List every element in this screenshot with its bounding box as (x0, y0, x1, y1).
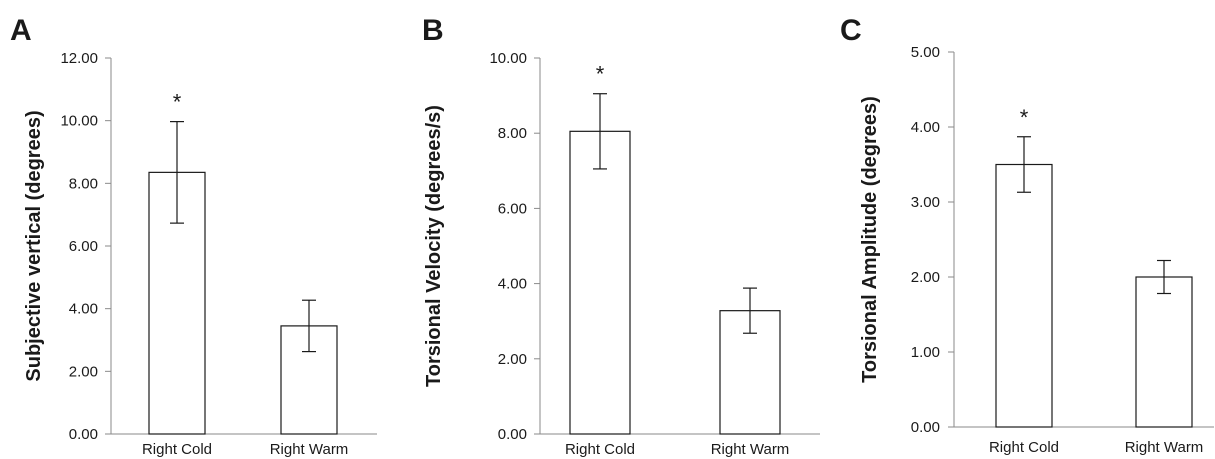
panel-c-y-tick-label: 3.00 (911, 194, 940, 211)
panel-a-y-tick-label: 12.00 (60, 50, 98, 67)
panel-b-y-tick-label: 10.00 (489, 50, 527, 67)
panel-b-bar-right-cold (569, 130, 631, 435)
panel-b-category-label-right-cold: Right Cold (565, 441, 635, 458)
panel-a-y-tick-label: 0.00 (69, 426, 98, 443)
panel-b-significance-marker: * (596, 62, 605, 87)
panel-c-y-tick-label: 4.00 (911, 119, 940, 136)
panel-b-y-axis-label: Torsional Velocity (degrees/s) (423, 105, 445, 387)
panel-c-y-tick-label: 1.00 (911, 344, 940, 361)
panel-c-category-label-right-cold: Right Cold (989, 439, 1059, 456)
panel-c-y-tick-label: 2.00 (911, 269, 940, 286)
panel-a-category-label-right-warm: Right Warm (270, 441, 349, 458)
panel-a-y-tick-label: 4.00 (69, 301, 98, 318)
panel-a-y-tick-label: 6.00 (69, 238, 98, 255)
panel-b-y-tick-label: 6.00 (498, 200, 527, 217)
panel-b-letter: B (422, 14, 444, 47)
panel-b-category-label-right-warm: Right Warm (711, 441, 790, 458)
panel-a-significance-marker: * (173, 90, 182, 115)
panel-a-y-axis-label: Subjective vertical (degrees) (23, 110, 45, 381)
panel-c-category-label-right-warm: Right Warm (1125, 439, 1204, 456)
panel-b-y-tick-label: 4.00 (498, 276, 527, 293)
panel-b-y-tick-label: 2.00 (498, 351, 527, 368)
panel-b-y-tick-label: 0.00 (498, 426, 527, 443)
panel-c-y-axis-label: Torsional Amplitude (degrees) (859, 96, 881, 383)
panel-a-y-tick-label: 2.00 (69, 363, 98, 380)
panel-c-bar-right-warm (1135, 276, 1193, 428)
panel-b-y-tick-label: 8.00 (498, 125, 527, 142)
panel-c-bar-right-cold (995, 163, 1053, 428)
panel-b-bar-right-warm (719, 310, 781, 435)
panel-a-letter: A (10, 14, 32, 47)
panel-a-category-label-right-cold: Right Cold (142, 441, 212, 458)
panel-c-y-tick-label: 0.00 (911, 419, 940, 436)
panel-c-significance-marker: * (1020, 105, 1029, 130)
panel-a-y-tick-label: 10.00 (60, 113, 98, 130)
panel-a-y-tick-label: 8.00 (69, 175, 98, 192)
panel-c-letter: C (840, 14, 862, 47)
panel-c-y-tick-label: 5.00 (911, 44, 940, 61)
